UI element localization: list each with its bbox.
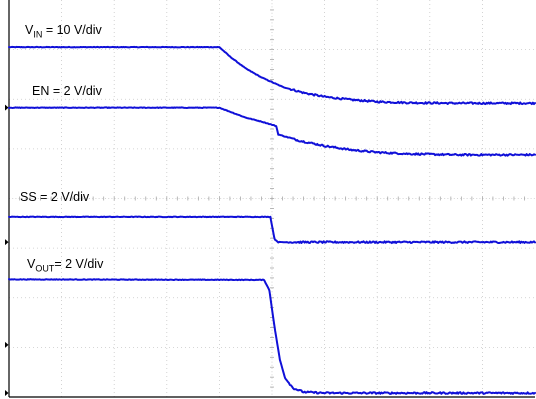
en-label: EN = 2 V/div — [32, 84, 103, 98]
graticule — [9, 0, 535, 397]
ss-label: SS = 2 V/div — [20, 190, 90, 204]
trace-v-in — [8, 45, 536, 106]
ground-marker-2 — [5, 104, 9, 111]
trace-ss — [8, 215, 536, 245]
trace-en — [8, 106, 536, 157]
ground-marker-1 — [5, 341, 9, 348]
vin-label: VIN = 10 V/div — [25, 23, 103, 40]
trace-v-out — [8, 278, 536, 395]
ground-marker-4 — [5, 390, 9, 397]
vout-label: VOUT= 2 V/div — [27, 257, 104, 274]
ground-marker-3 — [5, 239, 9, 246]
trace-group — [8, 45, 536, 395]
plot-frame — [5, 0, 535, 398]
